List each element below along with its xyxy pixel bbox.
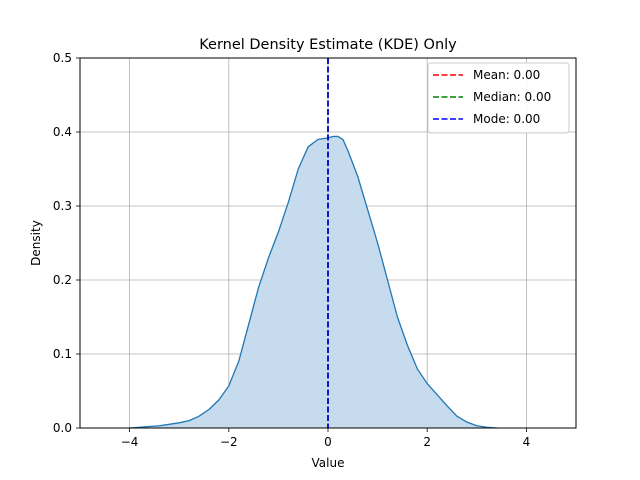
kde-fill xyxy=(129,136,497,428)
legend-median-label: Median: 0.00 xyxy=(473,90,551,104)
legend-box xyxy=(427,62,570,134)
y-tick-label: 0.0 xyxy=(53,421,72,435)
legend-mean-label: Mean: 0.00 xyxy=(473,68,540,82)
x-axis-ticks: −4 −2 0 2 4 xyxy=(121,428,530,449)
kde-area xyxy=(129,135,497,429)
x-axis-label: Value xyxy=(312,456,345,470)
y-tick-label: 0.2 xyxy=(53,273,72,287)
y-tick-label: 0.1 xyxy=(53,347,72,361)
y-tick-label: 0.4 xyxy=(53,125,72,139)
legend-mode-label: Mode: 0.00 xyxy=(473,112,540,126)
y-axis-label: Density xyxy=(29,220,43,266)
chart-title: Kernel Density Estimate (KDE) Only xyxy=(199,37,457,53)
x-tick-label: −2 xyxy=(220,435,238,449)
x-tick-label: 0 xyxy=(324,435,332,449)
x-tick-label: 2 xyxy=(423,435,431,449)
kde-line xyxy=(129,135,497,429)
y-axis-ticks: 0.0 0.1 0.2 0.3 0.4 0.5 xyxy=(53,51,80,435)
y-tick-label: 0.5 xyxy=(53,51,72,65)
x-tick-label: −4 xyxy=(121,435,139,449)
legend: Mean: 0.00 Median: 0.00 Mode: 0.00 xyxy=(427,62,570,134)
x-tick-label: 4 xyxy=(523,435,531,449)
y-tick-label: 0.3 xyxy=(53,199,72,213)
